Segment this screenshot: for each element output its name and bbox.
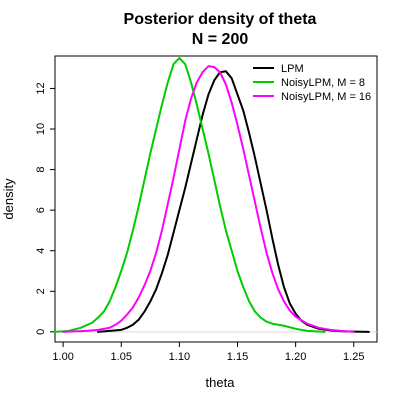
chart-title: Posterior density of theta <box>124 11 317 28</box>
series-line-0 <box>97 70 370 333</box>
x-tick-label: 1.10 <box>169 351 190 363</box>
legend: LPM NoisyLPM, M = 8 NoisyLPM, M = 16 <box>253 63 371 103</box>
x-tick-label: 1.05 <box>111 351 132 363</box>
series-line-1 <box>54 57 326 333</box>
x-tick-label: 1.25 <box>343 351 364 363</box>
y-tick-label: 10 <box>35 123 47 135</box>
legend-label: NoisyLPM, M = 16 <box>281 91 371 103</box>
y-tick-label: 0 <box>35 329 47 335</box>
legend-label: NoisyLPM, M = 8 <box>281 77 365 89</box>
y-tick-label: 2 <box>35 288 47 294</box>
chart-subtitle: N = 200 <box>192 31 249 48</box>
x-axis: 1.00 1.05 1.10 1.15 1.20 1.25 <box>52 342 364 363</box>
x-axis-label: theta <box>206 375 236 390</box>
series-line-2 <box>62 65 355 333</box>
x-tick-label: 1.20 <box>285 351 306 363</box>
y-tick-label: 6 <box>35 207 47 213</box>
x-tick-label: 1.15 <box>227 351 248 363</box>
plot-frame <box>54 55 378 343</box>
y-tick-label: 12 <box>35 82 47 94</box>
y-axis-label: density <box>1 178 16 220</box>
y-tick-label: 4 <box>35 248 47 254</box>
x-tick-label: 1.00 <box>52 351 73 363</box>
y-axis: 0 2 4 6 8 10 12 <box>35 82 55 335</box>
y-tick-label: 8 <box>35 167 47 173</box>
legend-label: LPM <box>281 63 304 75</box>
series-lines <box>54 57 370 333</box>
